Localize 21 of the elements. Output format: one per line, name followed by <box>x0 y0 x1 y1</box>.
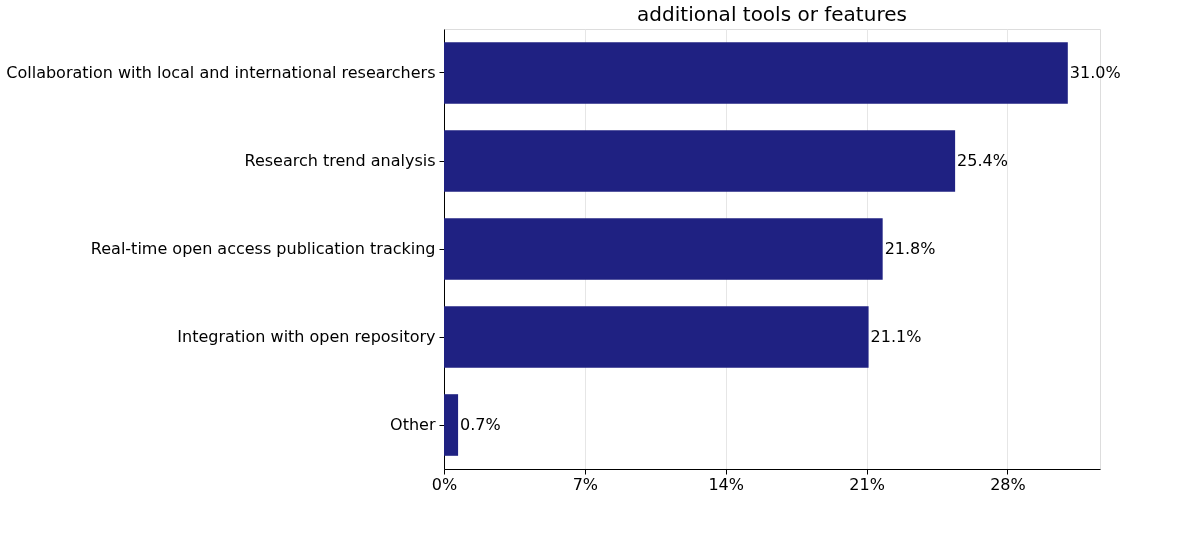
y-tick-label: Other <box>390 415 436 434</box>
y-tick-label: Collaboration with local and international researchers <box>6 63 436 82</box>
bar <box>444 130 956 192</box>
data-label: 21.8% <box>884 239 936 258</box>
y-tick-label: Integration with open repository <box>177 327 436 346</box>
data-label: 0.7% <box>460 415 501 434</box>
data-label: 21.1% <box>870 327 922 346</box>
x-tick-label: 21% <box>849 474 885 494</box>
data-label: 25.4% <box>957 151 1008 170</box>
x-tick-label: 0% <box>431 474 458 494</box>
x-tick-label: 14% <box>708 474 744 494</box>
x-tick-label: 7% <box>572 474 599 494</box>
y-tick-label: Research trend analysis <box>244 151 436 170</box>
bar <box>444 42 1068 104</box>
x-tick-label: 28% <box>990 474 1026 494</box>
chart-title: additional tools or features <box>637 2 907 26</box>
bar <box>444 306 869 368</box>
bar <box>444 394 459 456</box>
data-label: 31.0% <box>1069 63 1121 82</box>
y-tick-label: Real-time open access publication tracking <box>90 239 436 258</box>
bar <box>444 218 883 280</box>
